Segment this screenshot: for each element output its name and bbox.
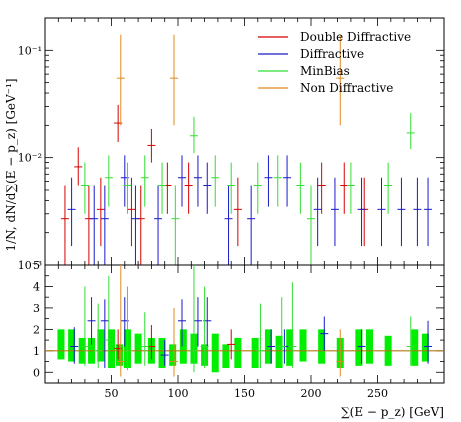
- ratio-band-box: [421, 333, 429, 362]
- ratio-band-box: [251, 337, 259, 368]
- y-tick-label: 3: [33, 302, 40, 315]
- legend-label: MinBias: [300, 64, 350, 78]
- ratio-band-box: [318, 329, 326, 364]
- x-tick-label: 150: [234, 387, 255, 400]
- x-tick-label: 250: [367, 387, 388, 400]
- y-tick-label: 4: [33, 280, 40, 293]
- ratio-band-box: [299, 329, 307, 362]
- ratio-band-box: [411, 329, 419, 366]
- x-tick-label: 50: [105, 387, 119, 400]
- ratio-band-box: [355, 329, 363, 366]
- ratio-band-box: [169, 344, 177, 366]
- x-tick-label: 200: [301, 387, 322, 400]
- ratio-band-box: [234, 337, 242, 368]
- legend-label: Non Diffractive: [300, 81, 393, 95]
- ratio-band-box: [108, 329, 115, 368]
- main-plot-panel: 10⁻³ 10⁻² 10⁻¹: [18, 17, 445, 272]
- y-axis-title: 1/N, dN/d∑(E − p_z) [GeV⁻¹]: [4, 79, 18, 252]
- ratio-band-box: [158, 337, 166, 368]
- ratio-band-box: [366, 329, 374, 364]
- ratio-band-box: [222, 344, 230, 368]
- ratio-band-box: [115, 344, 123, 366]
- legend-label: Diffractive: [300, 47, 364, 61]
- ratio-band-box: [211, 333, 219, 373]
- y-tick-label: 2: [33, 323, 40, 336]
- y-tick-label: 1: [33, 345, 40, 358]
- ratio-band-box: [57, 329, 65, 360]
- ratio-band-box: [179, 329, 187, 364]
- ratio-band-box: [97, 329, 105, 362]
- y-tick-label: 10⁻²: [18, 152, 42, 165]
- ratio-band-box: [286, 329, 294, 366]
- ratio-plot-panel: 50 100 150 200 250 0 1 2 3 4 5: [33, 259, 445, 400]
- legend: Double Diffractive Diffractive MinBias Non …: [258, 30, 411, 95]
- ratio-band-box: [134, 333, 142, 364]
- x-tick-label: 100: [168, 387, 189, 400]
- ratio-band-box: [275, 335, 283, 368]
- y-tick-label: 10⁻³: [18, 259, 42, 272]
- legend-label: Double Diffractive: [300, 30, 411, 44]
- ratio-band-box: [68, 329, 76, 362]
- y-tick-label: 0: [33, 366, 40, 379]
- x-axis-title: ∑(E − p_z) [GeV]: [341, 405, 444, 419]
- y-tick-label: 5: [33, 259, 40, 272]
- y-tick-label: 10⁻¹: [18, 44, 42, 57]
